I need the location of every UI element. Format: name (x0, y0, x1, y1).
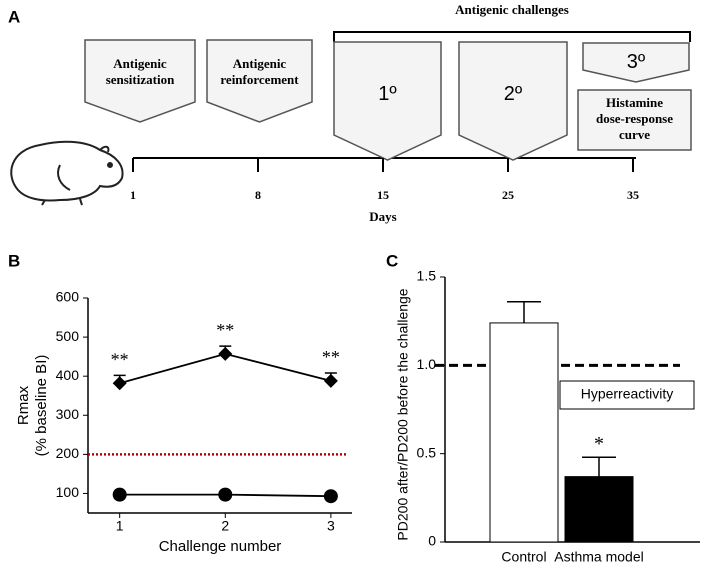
annotation: ** (216, 320, 234, 340)
reference-label: Hyperreactivity (581, 386, 674, 402)
marker (112, 487, 127, 502)
x-tick-label: 1 (116, 518, 124, 534)
histamine-label: dose-response (596, 111, 673, 126)
y-tick-label: 100 (56, 484, 80, 500)
step-box (206, 39, 313, 123)
annotation: ** (322, 347, 340, 367)
y-tick-label: 0.5 (417, 444, 437, 460)
marker (218, 487, 233, 502)
y-tick-label: 200 (56, 445, 80, 461)
y-tick-label: 600 (56, 289, 80, 305)
y-axis-label: (% baseline BI) (33, 355, 50, 457)
step-label: 2º (504, 83, 523, 105)
day-label: 1 (130, 188, 136, 202)
reference-label-box (559, 380, 695, 410)
x-tick-label: 3 (327, 518, 335, 534)
marker (112, 376, 127, 391)
step-label: 3º (627, 51, 646, 73)
step-label: sensitization (106, 72, 175, 87)
y-tick-label: 400 (56, 367, 80, 383)
panel-label: A (8, 7, 20, 26)
histamine-label: curve (619, 127, 650, 142)
step-label: 1º (378, 83, 397, 105)
y-axis-label: Rmax (15, 385, 32, 425)
panel-label: C (386, 251, 398, 270)
step-box (458, 41, 568, 161)
bar (489, 322, 559, 543)
panel-label: B (8, 251, 20, 270)
day-label: 35 (627, 188, 639, 202)
step-box (84, 39, 196, 123)
x-tick-label: Control (501, 549, 546, 565)
step-box (333, 41, 442, 161)
step-label: Antigenic (113, 56, 167, 71)
y-tick-label: 500 (56, 328, 80, 344)
day-label: 25 (502, 188, 514, 202)
annotation: ** (111, 350, 129, 370)
x-tick-label: Asthma model (554, 549, 643, 565)
bracket-label: Antigenic challenges (455, 2, 569, 17)
step-label: Antigenic (233, 56, 287, 71)
y-tick-label: 0 (428, 533, 436, 549)
marker (323, 489, 338, 504)
histamine-label: Histamine (606, 95, 663, 110)
marker (218, 346, 233, 361)
timeline-x-label: Days (369, 209, 396, 224)
histamine-box (577, 89, 692, 151)
x-tick-label: 2 (221, 518, 229, 534)
step-label: reinforcement (220, 72, 299, 87)
guinea-pig (10, 140, 124, 206)
annotation: * (594, 433, 604, 455)
bar (564, 476, 634, 543)
day-label: 8 (255, 188, 261, 202)
x-axis-label: Challenge number (159, 538, 282, 555)
error-bar (507, 300, 541, 323)
y-tick-label: 1.5 (417, 268, 437, 284)
marker (323, 373, 338, 388)
error-bar (582, 456, 616, 477)
y-tick-label: 300 (56, 406, 80, 422)
y-axis-label: PD200 after/PD200 before the challenge (395, 288, 411, 540)
step-box (582, 42, 690, 83)
day-label: 15 (377, 188, 389, 202)
bracket (333, 31, 691, 42)
y-tick-label: 1.0 (417, 356, 437, 372)
